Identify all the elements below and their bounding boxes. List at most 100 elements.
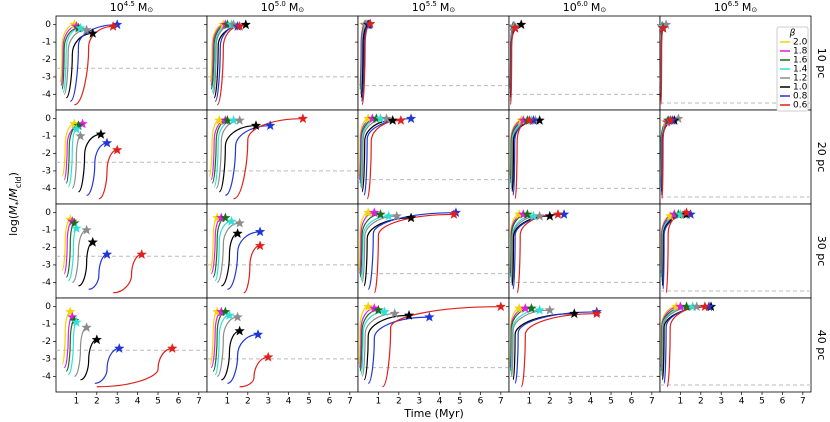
y-tick-label: -3 <box>42 260 51 270</box>
x-axis-label: Time (Myr) <box>403 407 464 420</box>
panel-frame <box>659 297 812 393</box>
end-star <box>254 226 266 237</box>
y-tick-label: -1 <box>42 226 51 236</box>
title-unit-sub: ⊙ <box>298 6 304 14</box>
y-label-part: * <box>14 201 23 205</box>
end-star <box>534 210 545 221</box>
x-tick-label: 5 <box>608 397 614 407</box>
y-label-part: M <box>7 188 20 198</box>
series-line <box>210 24 226 87</box>
series-line <box>221 330 240 381</box>
y-tick-label: -1 <box>42 320 51 330</box>
series-line <box>72 229 87 283</box>
panel-frame <box>357 203 510 299</box>
end-star <box>226 215 237 226</box>
series-line <box>381 306 501 388</box>
end-star <box>87 236 98 247</box>
x-tick-label: 7 <box>649 397 655 407</box>
column-title: 106.0 M⊙ <box>563 0 607 14</box>
series-line <box>366 119 401 200</box>
end-star <box>71 316 82 327</box>
end-star <box>522 209 533 219</box>
series-line <box>359 212 375 275</box>
end-star <box>495 301 506 312</box>
series-line <box>358 118 369 177</box>
series-line <box>510 307 532 372</box>
series-line <box>363 314 410 381</box>
legend-label: 1.8 <box>793 47 808 57</box>
y-tick-label: -2 <box>42 337 51 347</box>
title-exponent: 5.5 <box>426 0 437 8</box>
end-star <box>395 115 407 125</box>
end-star <box>509 22 521 33</box>
end-star <box>526 303 537 313</box>
series-line <box>227 231 261 290</box>
series-line <box>358 306 369 365</box>
end-star <box>389 308 400 319</box>
end-star <box>552 209 564 219</box>
title-unit-sub: ⊙ <box>751 6 757 14</box>
end-star <box>569 308 580 319</box>
end-star <box>448 209 460 219</box>
title-unit: M <box>138 1 148 14</box>
end-star <box>516 19 527 30</box>
end-star <box>265 120 276 131</box>
end-star <box>254 240 266 251</box>
end-star <box>101 249 113 259</box>
end-star <box>81 24 92 35</box>
panel-frame <box>55 297 208 393</box>
y-tick-label: -4 <box>42 90 51 100</box>
legend-label: 1.0 <box>793 83 808 93</box>
end-star <box>91 334 102 345</box>
title-unit-sub: ⊙ <box>147 6 153 14</box>
title-unit: M <box>289 1 299 14</box>
y-label-part: / <box>7 197 20 201</box>
y-tick-label: -2 <box>42 243 51 253</box>
x-tick-label: 1 <box>678 397 684 407</box>
series-line <box>520 313 597 388</box>
end-star <box>101 137 113 148</box>
x-tick-label: 6 <box>327 397 333 407</box>
y-tick-label: -1 <box>42 38 51 48</box>
end-star <box>403 309 415 320</box>
series-line <box>360 311 385 376</box>
y-tick-label: -3 <box>42 354 51 364</box>
y-tick-label: 0 <box>45 20 51 30</box>
x-tick-label: 3 <box>416 397 422 407</box>
end-star <box>365 18 376 29</box>
series-line <box>211 119 228 184</box>
column-title: 105.5 M⊙ <box>412 0 456 14</box>
end-star <box>375 209 386 219</box>
title-exponent: 6.5 <box>728 0 739 8</box>
series-line <box>359 307 375 369</box>
x-tick-label: 6 <box>176 397 182 407</box>
x-tick-label: 3 <box>567 397 573 407</box>
title-exponent: 4.5 <box>124 0 135 8</box>
series-line <box>239 356 269 388</box>
series-line <box>78 133 101 193</box>
end-star <box>250 120 262 131</box>
series-line <box>361 119 393 193</box>
panel-frame <box>508 109 661 205</box>
series-line <box>367 212 456 290</box>
title-exponent: 6.0 <box>577 0 588 8</box>
y-tick-label: -4 <box>42 278 51 288</box>
end-star <box>234 325 245 336</box>
end-star <box>136 249 147 259</box>
series-line <box>212 311 226 372</box>
x-tick-label: 1 <box>74 397 80 407</box>
panel-frame <box>206 109 359 205</box>
title-unit-sub: ⊙ <box>600 6 606 14</box>
end-star <box>252 329 264 339</box>
x-tick-label: 3 <box>718 397 724 407</box>
y-tick-label: 0 <box>45 302 51 312</box>
series-line <box>216 25 240 106</box>
series-line <box>74 25 114 106</box>
end-star <box>234 115 245 125</box>
y-tick-label: -1 <box>42 132 51 142</box>
series-line <box>69 24 118 102</box>
series-line <box>98 149 118 200</box>
legend-label: 0.8 <box>793 92 808 102</box>
legend-box <box>776 26 809 112</box>
